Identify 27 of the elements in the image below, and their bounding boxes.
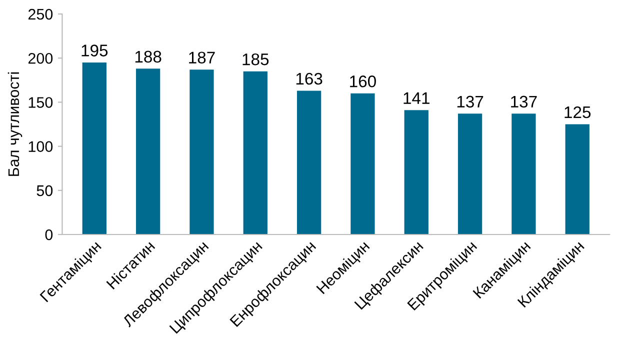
bar — [243, 71, 268, 234]
y-tick-label: 0 — [45, 229, 53, 240]
data-label: 187 — [189, 52, 215, 64]
bar — [512, 114, 536, 234]
data-label: 125 — [564, 106, 591, 118]
y-tick-label: 150 — [28, 97, 53, 108]
y-tick-label: 200 — [28, 52, 53, 64]
y-axis-title: Бал чутливості — [8, 72, 22, 176]
data-label: 137 — [511, 96, 537, 108]
data-label: 188 — [135, 50, 162, 63]
y-tick-label: 250 — [28, 8, 53, 20]
data-label: 195 — [82, 44, 108, 56]
data-label: 160 — [350, 76, 376, 88]
bar — [136, 68, 160, 234]
bar — [296, 90, 322, 234]
data-label: 141 — [404, 92, 430, 104]
bar — [565, 124, 590, 234]
y-tick-label: 50 — [36, 185, 53, 196]
bar — [458, 114, 482, 234]
data-label: 185 — [242, 53, 269, 66]
bar — [404, 110, 428, 234]
data-label: 137 — [457, 96, 484, 108]
bar — [350, 93, 375, 234]
bar — [82, 62, 106, 234]
y-tick-label: 100 — [28, 141, 53, 152]
data-label: 163 — [296, 72, 322, 85]
bar — [190, 70, 214, 234]
